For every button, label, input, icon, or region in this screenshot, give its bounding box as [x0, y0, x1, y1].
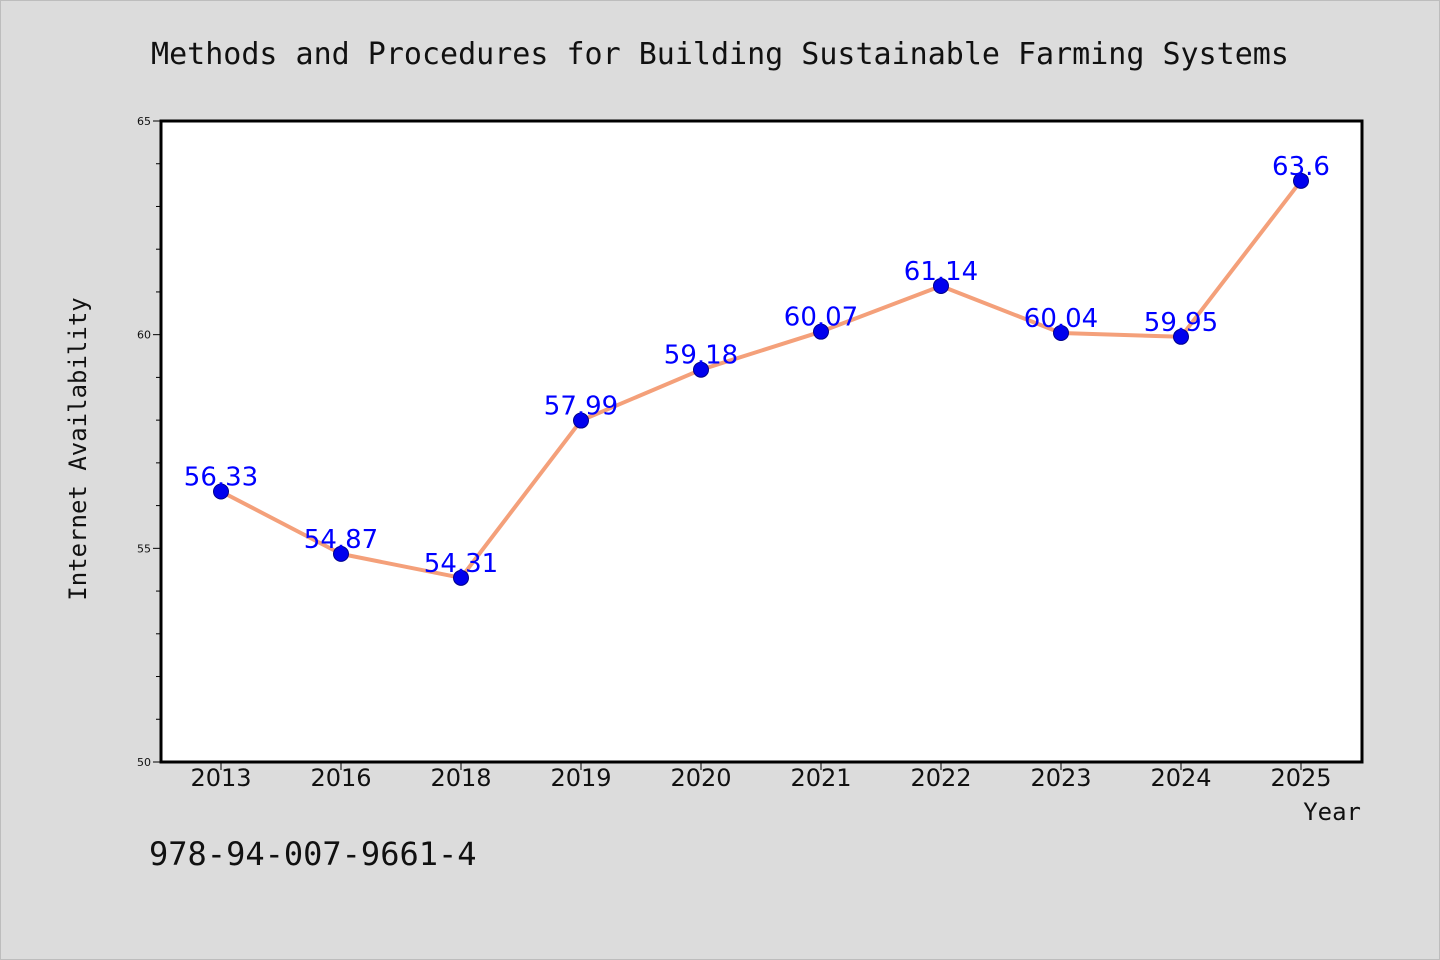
data-point-marker	[1293, 172, 1309, 189]
data-label: 63.6	[1272, 152, 1330, 182]
x-tick-label: 2024	[1150, 764, 1211, 792]
series-layer: 56.33 54.87 54.31 57.99 59.18 60.07 61.14 60.04…	[184, 152, 1330, 586]
data-point-marker	[573, 412, 589, 429]
y-tick-label: 50	[137, 756, 151, 769]
series-line	[219, 178, 1303, 580]
data-point-marker	[693, 361, 709, 378]
data-point-marker	[333, 545, 349, 562]
data-label: 54.87	[304, 525, 378, 555]
data-label: 59.95	[1144, 308, 1218, 338]
data-point-marker	[933, 277, 949, 294]
x-tick-label: 2022	[910, 764, 971, 792]
data-point-marker	[813, 323, 829, 340]
x-tick-label: 2020	[670, 764, 731, 792]
chart-title: Methods and Procedures for Building Sust…	[151, 37, 1289, 72]
x-tick-label: 2019	[550, 764, 611, 792]
y-axis: 50 55 60 65	[137, 115, 161, 769]
isbn-label: 978-94-007-9661-4	[149, 835, 477, 873]
data-label: 56.33	[184, 462, 258, 492]
data-point-marker	[213, 483, 229, 500]
x-tick-label: 2013	[190, 764, 251, 792]
data-label: 60.07	[784, 303, 858, 333]
plot-area	[159, 119, 1364, 764]
x-tick-label: 2025	[1270, 764, 1331, 792]
x-axis-label: Year	[1303, 798, 1361, 826]
data-label: 60.04	[1024, 304, 1098, 334]
y-tick-label: 60	[137, 329, 151, 342]
y-tick-label: 55	[137, 542, 151, 555]
data-point-marker	[1053, 324, 1069, 341]
data-point-marker	[453, 569, 469, 586]
data-label: 61.14	[904, 257, 978, 287]
x-tick-label: 2018	[430, 764, 491, 792]
x-tick-label: 2023	[1030, 764, 1091, 792]
data-label: 57.99	[544, 392, 618, 422]
data-label: 54.31	[424, 549, 498, 579]
x-tick-label: 2021	[790, 764, 851, 792]
x-axis: 2013 2016 2018 2019 2020 2021 2022 2023 2024 2025	[190, 762, 1332, 792]
y-tick-label: 65	[137, 115, 151, 128]
data-point-marker	[1173, 328, 1189, 345]
y-axis-label: Internet Availability	[64, 297, 92, 600]
data-label: 59.18	[664, 341, 738, 371]
x-tick-label: 2016	[310, 764, 371, 792]
